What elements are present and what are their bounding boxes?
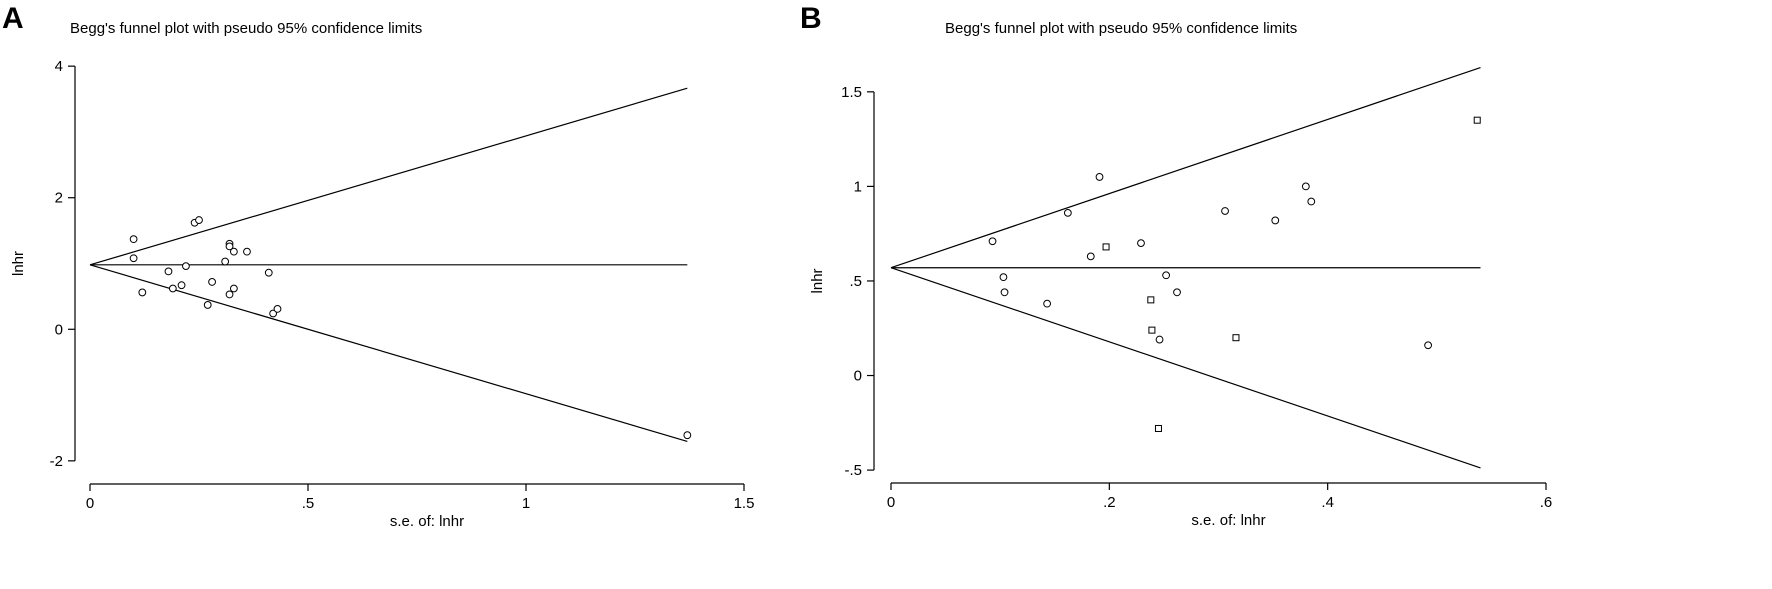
x-axis-title-b: s.e. of: lnhr [1191, 512, 1265, 529]
x-tick-label-a: 0 [86, 495, 94, 512]
data-point-b [1102, 243, 1110, 251]
data-point-b [1043, 299, 1052, 308]
data-point-a [208, 278, 216, 286]
data-point-a [195, 216, 203, 224]
lower-confidence-limit-a [89, 264, 688, 443]
x-tick-label-a: .5 [302, 495, 315, 512]
funnel-plot-panel-a: A Begg's funnel plot with pseudo 95% con… [0, 0, 870, 589]
data-point-a [221, 257, 230, 266]
funnel-plot-a: -2 0 2 4 0 .5 1 1.5 s.e. of: lnhr lnhr [10, 58, 755, 530]
y-tick-label-b: 1.5 [841, 84, 862, 101]
y-tick-label-b: 0 [854, 368, 862, 385]
data-point-a [129, 254, 138, 263]
data-point-a [269, 309, 278, 318]
x-tick-label-b: .2 [1103, 494, 1116, 511]
data-point-b [1154, 424, 1162, 432]
data-point-a [225, 242, 234, 251]
data-point-a [264, 268, 273, 277]
data-point-b [1063, 208, 1072, 217]
data-point-a [129, 235, 138, 244]
data-point-b [988, 237, 997, 246]
data-point-b [1162, 271, 1171, 280]
data-point-b [1307, 197, 1316, 206]
data-point-a [168, 284, 177, 293]
y-axis-title-a: lnhr [10, 251, 27, 276]
data-point-b [1147, 296, 1155, 304]
y-tick-label-a: -2 [50, 453, 63, 470]
data-point-b [999, 273, 1008, 282]
data-point-b [1271, 216, 1280, 225]
chart-title-a: Begg's funnel plot with pseudo 95% confi… [70, 20, 423, 37]
x-tick-label-b: 0 [887, 494, 895, 511]
data-point-a [683, 431, 692, 440]
upper-confidence-limit-b [890, 66, 1481, 269]
data-point-a [229, 247, 238, 256]
y-axis-title-b: lnhr [809, 268, 826, 293]
panel-label-b: B [800, 2, 822, 35]
y-tick-label-b: 1 [854, 178, 862, 195]
data-point-b [1173, 288, 1181, 297]
data-point-b [1424, 341, 1432, 350]
data-point-a [229, 284, 238, 293]
data-point-a [203, 301, 212, 309]
data-point-b [1000, 288, 1009, 297]
data-point-b [1095, 173, 1104, 181]
data-point-b [1301, 182, 1310, 191]
x-tick-label-a: 1 [522, 495, 530, 512]
data-point-b [1137, 239, 1145, 248]
data-point-a [243, 247, 251, 256]
x-axis-title-a: s.e. of: lnhr [390, 513, 464, 530]
x-tick-label-a: 1.5 [734, 495, 755, 512]
panel-label-a: A [2, 2, 24, 35]
lower-confidence-limit-b [890, 267, 1481, 469]
x-tick-label-b: .6 [1540, 494, 1553, 511]
data-point-a [138, 288, 147, 297]
data-point-b [1148, 326, 1156, 334]
data-point-a [225, 290, 234, 299]
upper-confidence-limit-a [89, 87, 688, 266]
y-tick-label-a: 2 [55, 190, 63, 207]
data-point-b [1473, 116, 1481, 124]
y-tick-label-b: -.5 [844, 462, 862, 479]
funnel-plot-b: -.5 0 .5 1 1.5 0 .2 .4 .6 s.e. of: lnhr lnhr [809, 66, 1553, 529]
y-tick-label-a: 4 [55, 58, 63, 75]
data-point-a [273, 304, 282, 313]
funnel-plot-panel-b: B Begg's funnel plot with pseudo 95% con… [800, 0, 1772, 589]
data-point-a [164, 267, 173, 276]
y-tick-label-a: 0 [55, 321, 63, 338]
chart-title-b: Begg's funnel plot with pseudo 95% confi… [945, 20, 1298, 37]
data-point-a [177, 281, 186, 290]
x-tick-label-b: .4 [1321, 494, 1334, 511]
data-point-b [1221, 207, 1229, 215]
data-point-b [1232, 334, 1240, 342]
data-point-b [1155, 335, 1164, 344]
data-point-b [1086, 252, 1095, 261]
y-tick-label-b: .5 [849, 273, 862, 290]
data-point-a [182, 262, 190, 271]
